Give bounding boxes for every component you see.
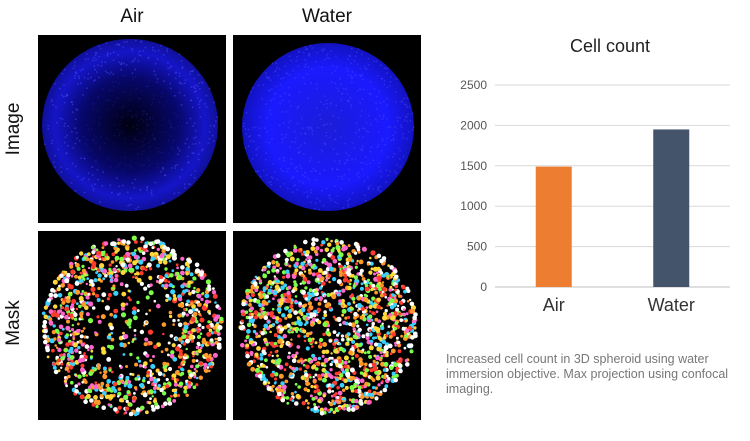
mask-air-segmentation [41,235,224,417]
mask-air-panel [38,231,226,420]
x-tick-label-air: Air [543,295,565,315]
bar-air [535,166,572,287]
bar-water [653,129,690,287]
x-tick-label-water: Water [648,295,695,315]
row-header-mask: Mask [3,300,24,346]
image-water-micrograph [242,43,415,211]
row-header-image: Image [3,102,24,156]
y-tick-label: 2500 [460,78,487,92]
y-tick-label: 2000 [460,118,487,132]
column-header-water: Water [302,6,352,27]
figure-caption: Increased cell count in 3D spheroid usin… [446,352,729,396]
mask-water-panel [233,231,421,420]
y-tick-label: 500 [467,240,487,254]
y-tick-label: 0 [480,280,487,294]
chart-title: Cell count [569,36,651,56]
image-air-micrograph [42,39,219,211]
mask-water-segmentation [238,237,418,416]
y-tick-label: 1500 [460,159,487,173]
cell-count-bar-chart: 0 500 1000 1500 2000 2500 Air Water [460,78,730,315]
y-tick-label: 1000 [460,199,487,213]
image-water-panel [233,35,421,223]
column-header-air: Air [120,6,144,27]
image-air-panel [38,35,226,223]
